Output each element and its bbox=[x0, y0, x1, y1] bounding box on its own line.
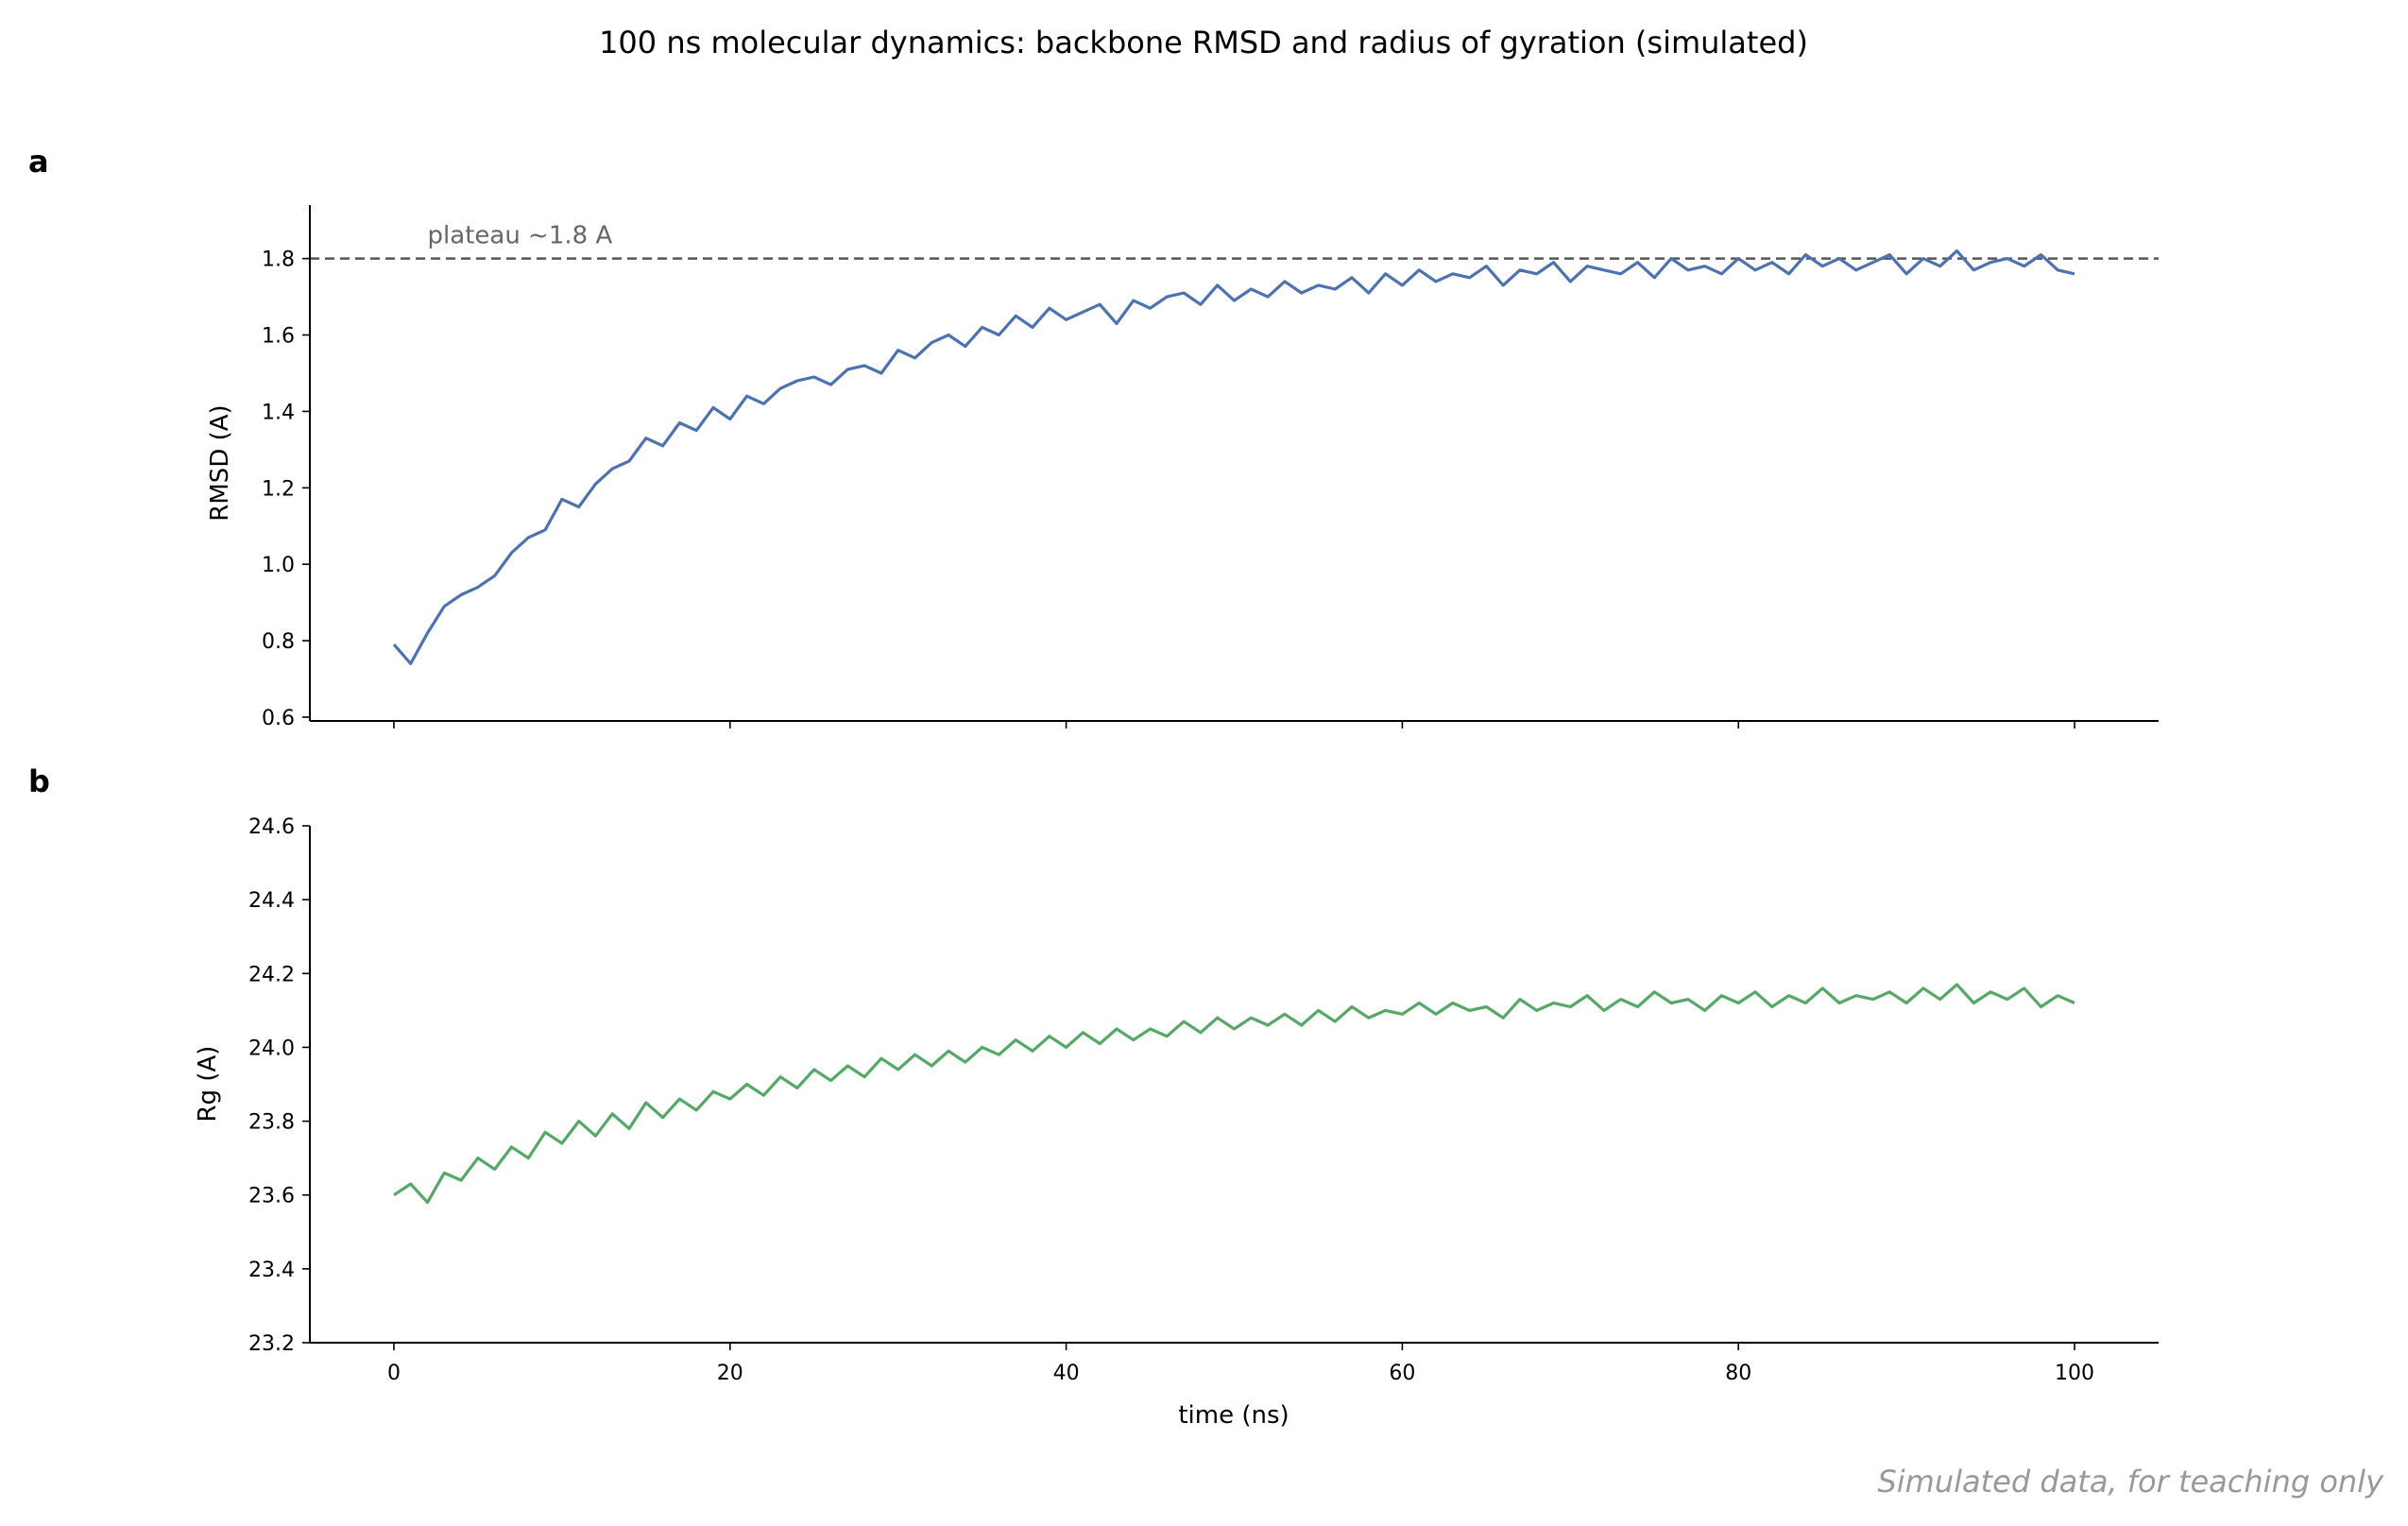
rg-y-tick-label: 23.8 bbox=[248, 1111, 295, 1135]
x-axis-label: time (ns) bbox=[1178, 1401, 1289, 1430]
rmsd-y-tick-label: 1.2 bbox=[262, 477, 295, 501]
rmsd-panel: a plateau ~1.8 A 0.6 0.8 1.0 1.2 1.4 1.6 1.8 R… bbox=[28, 144, 2159, 730]
rmsd-y-tick-label: 1.6 bbox=[262, 325, 295, 349]
rg-y-tick-label: 24.6 bbox=[248, 815, 295, 839]
rmsd-y-axis-label: RMSD (A) bbox=[206, 404, 234, 521]
figure-title: 100 ns molecular dynamics: backbone RMSD… bbox=[599, 25, 1808, 60]
rmsd-y-tick-label: 0.6 bbox=[262, 707, 295, 730]
rg-y-tick-label: 23.6 bbox=[248, 1185, 295, 1209]
rg-x-tick-label: 80 bbox=[1725, 1362, 1751, 1385]
rg-y-tick-label: 23.4 bbox=[248, 1259, 295, 1282]
panel-label-a: a bbox=[28, 144, 49, 180]
footnote: Simulated data, for teaching only bbox=[1877, 1464, 2384, 1500]
rg-y-tick-label: 24.2 bbox=[248, 963, 295, 986]
rg-y-tick-label: 24.4 bbox=[248, 889, 295, 913]
rg-y-axis-label: Rg (A) bbox=[194, 1046, 222, 1123]
rmsd-y-tick-label: 1.0 bbox=[262, 554, 295, 577]
rg-x-ticks: 0 20 40 60 80 100 bbox=[387, 1343, 2094, 1385]
rg-x-tick-label: 0 bbox=[387, 1362, 401, 1385]
rg-x-tick-label: 100 bbox=[2055, 1362, 2094, 1385]
rmsd-x-ticks bbox=[393, 721, 2075, 729]
rmsd-plot-area: plateau ~1.8 A bbox=[310, 222, 2159, 665]
plateau-annotation: plateau ~1.8 A bbox=[428, 222, 613, 250]
rg-y-tick-label: 24.0 bbox=[248, 1037, 295, 1060]
rmsd-y-tick-label: 0.8 bbox=[262, 630, 295, 654]
rmsd-y-tick-label: 1.4 bbox=[262, 401, 295, 424]
panel-label-b: b bbox=[28, 763, 50, 799]
rmsd-y-ticks: 0.6 0.8 1.0 1.2 1.4 1.6 1.8 bbox=[262, 249, 310, 730]
rg-x-tick-label: 20 bbox=[717, 1362, 743, 1385]
rmsd-series-line bbox=[392, 249, 2075, 665]
rg-series-line bbox=[393, 983, 2075, 1205]
rg-plot-area bbox=[393, 983, 2075, 1205]
rg-panel: b 23.2 23.4 23.6 23.8 24.0 24.2 24.4 24.6 0 20 40… bbox=[28, 763, 2159, 1430]
rg-x-tick-label: 40 bbox=[1053, 1362, 1080, 1385]
rg-x-tick-label: 60 bbox=[1389, 1362, 1415, 1385]
rg-y-tick-label: 23.2 bbox=[248, 1332, 295, 1356]
rg-y-ticks: 23.2 23.4 23.6 23.8 24.0 24.2 24.4 24.6 bbox=[248, 815, 310, 1356]
rmsd-y-tick-label: 1.8 bbox=[262, 249, 295, 272]
